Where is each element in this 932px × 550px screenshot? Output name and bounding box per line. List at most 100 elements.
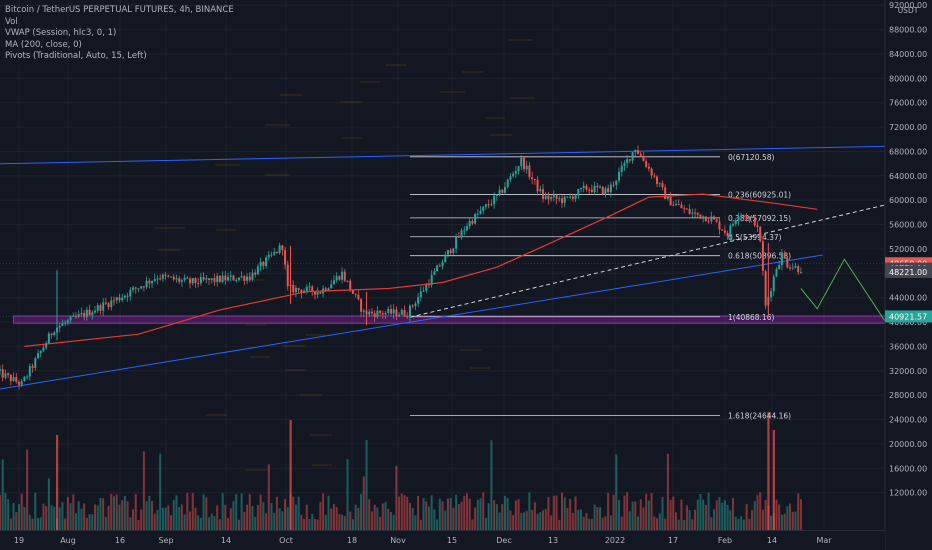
- indicator-ma[interactable]: MA (200, close, 0): [5, 39, 82, 50]
- volume-bar: [349, 511, 352, 530]
- candle-body: [759, 226, 762, 242]
- indicator-vol[interactable]: Vol: [5, 16, 18, 27]
- candle-body: [446, 250, 449, 255]
- candle-body: [517, 166, 520, 172]
- volume-bar: [327, 495, 330, 530]
- volume-bar: [110, 493, 113, 530]
- volume-bar: [126, 501, 129, 530]
- candle-body: [522, 157, 525, 170]
- price-tick-label: 64000.00: [889, 172, 927, 181]
- candle-body: [256, 266, 259, 275]
- candle-body: [764, 270, 767, 306]
- candle-body: [558, 198, 561, 200]
- volume-bar: [384, 502, 387, 530]
- volume-bar: [292, 496, 295, 530]
- candle-body: [7, 373, 10, 376]
- volume-bar: [495, 504, 498, 530]
- candle-body: [175, 278, 178, 280]
- indicator-pivots[interactable]: Pivots (Traditional, Auto, 15, Left): [5, 51, 147, 61]
- candle-body: [368, 311, 371, 315]
- candle-body: [189, 278, 192, 284]
- candle-body: [465, 226, 468, 231]
- candle-body: [205, 278, 208, 280]
- price-tick-label: 52000.00: [889, 245, 927, 254]
- candle-body: [601, 186, 604, 194]
- volume-bar: [408, 502, 411, 530]
- fib-label: 0.236(60925.01): [728, 191, 791, 200]
- volume-bar: [783, 513, 786, 530]
- candle-body: [685, 208, 688, 210]
- volume-bar: [737, 518, 740, 530]
- volume-bar: [455, 494, 458, 530]
- volume-bar: [395, 465, 398, 530]
- volume-bar: [45, 505, 48, 530]
- candle-body: [770, 291, 773, 298]
- volume-bar: [167, 505, 170, 530]
- volume-bar: [688, 510, 691, 530]
- volume-bar: [140, 509, 143, 530]
- volume-bar: [566, 507, 569, 530]
- volume-bar: [208, 517, 211, 530]
- volume-bar: [419, 519, 422, 530]
- volume-bar: [47, 478, 50, 530]
- volume-bar: [628, 511, 631, 530]
- volume-bar: [31, 518, 34, 530]
- volume-bar: [694, 509, 697, 530]
- indicator-vwap[interactable]: VWAP (Session, hlc3, 0, 1): [5, 28, 117, 38]
- volume-bar: [645, 493, 648, 530]
- volume-bar: [740, 516, 743, 530]
- candle-body: [167, 275, 170, 277]
- candle-body: [96, 305, 99, 311]
- volume-bar: [246, 504, 249, 530]
- volume-bar: [178, 507, 181, 530]
- volume-bar: [305, 504, 308, 530]
- symbol-title[interactable]: Bitcoin / TetherUS PERPETUAL FUTURES, 4h…: [5, 5, 234, 15]
- volume-bar: [77, 501, 80, 530]
- volume-bar: [379, 516, 382, 530]
- volume-bar: [479, 498, 482, 530]
- volume-bar: [121, 500, 124, 530]
- volume-bar: [427, 506, 430, 530]
- price-tick-label: 76000.00: [889, 99, 927, 108]
- candle-body: [273, 251, 276, 255]
- time-tick-label: 2022: [605, 536, 625, 545]
- volume-bar: [601, 517, 604, 530]
- candle-body: [373, 313, 376, 317]
- volume-bar: [300, 514, 303, 530]
- volume-bar: [330, 508, 333, 530]
- price-tick-label: 92000.00: [889, 1, 927, 10]
- volume-bar: [137, 519, 140, 530]
- volume-bar: [50, 505, 53, 530]
- volume-bar: [15, 512, 18, 530]
- volume-bar: [53, 506, 56, 530]
- volume-bar: [343, 516, 346, 530]
- volume-bar: [311, 513, 314, 530]
- candle-body: [248, 276, 251, 280]
- volume-bar: [284, 498, 287, 530]
- candle-body: [313, 291, 316, 295]
- candle-body: [734, 220, 737, 224]
- candle-body: [479, 210, 482, 214]
- candle-body: [425, 284, 428, 291]
- volume-bar: [650, 492, 653, 530]
- time-tick-label: Oct: [279, 536, 293, 545]
- candle-body: [569, 196, 572, 198]
- candle-body: [683, 208, 686, 210]
- candle-body: [102, 302, 105, 311]
- candle-body: [23, 376, 26, 382]
- candle-body: [83, 312, 86, 317]
- candle-body: [634, 150, 637, 153]
- volume-bar: [254, 517, 257, 530]
- candle-body: [311, 286, 314, 292]
- candle-body: [94, 310, 97, 313]
- candle-body: [789, 267, 792, 269]
- time-axis[interactable]: 19 Aug 16 Sep 14 Oct 18 Nov 15 Dec 13 2022 17 Feb 14 Ma…: [14, 536, 832, 545]
- candle-body: [53, 332, 56, 335]
- volume-bar: [12, 502, 15, 530]
- candle-body: [596, 185, 599, 188]
- candle-body: [20, 381, 23, 385]
- candle-body: [115, 297, 118, 301]
- price-axis[interactable]: 92000.00 88000.00 84000.00 80000.00 76000.00…: [889, 1, 927, 497]
- candle-body: [525, 165, 528, 170]
